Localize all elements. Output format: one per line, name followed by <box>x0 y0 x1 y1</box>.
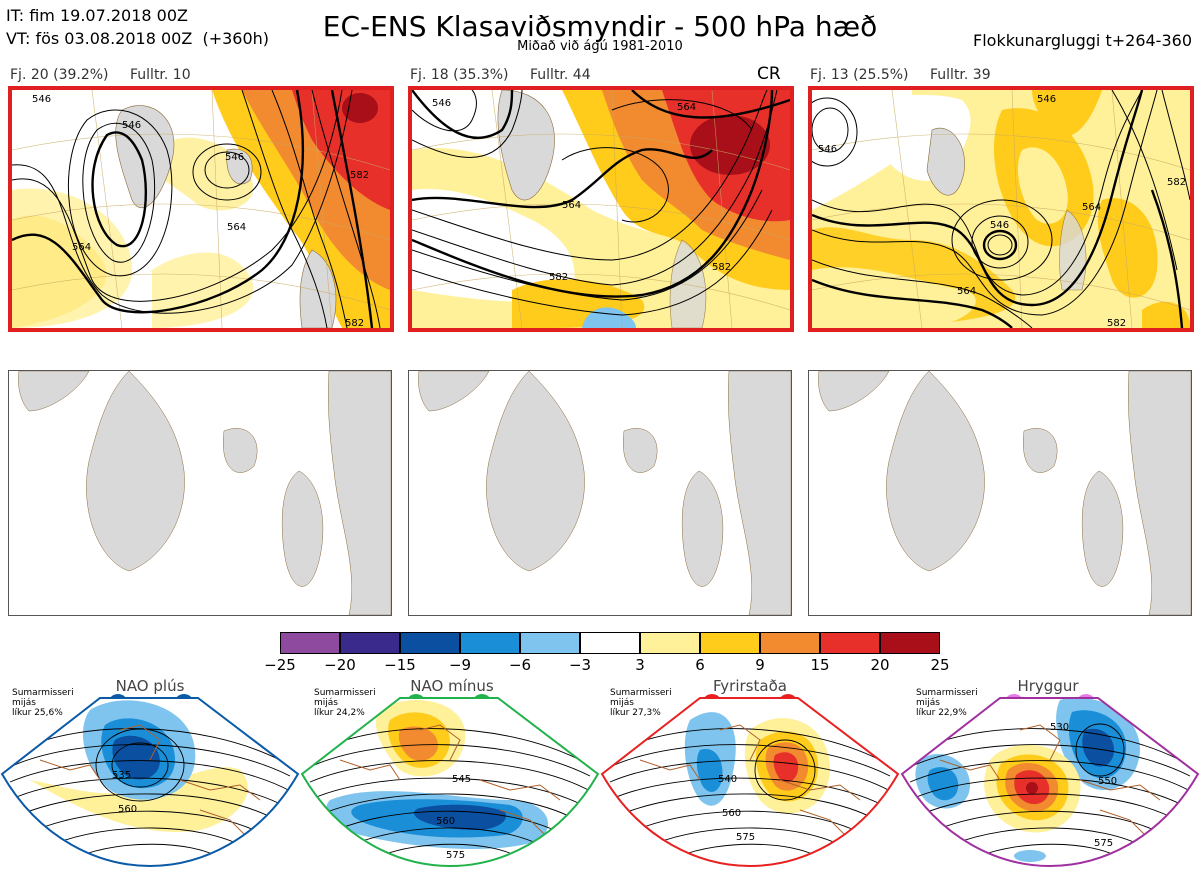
regime-3-contour-label: 575 <box>736 832 755 843</box>
regime-2-contour-label: 560 <box>436 816 455 827</box>
regime-3-name: Fyrirstaða <box>713 677 787 695</box>
regime-1-contour-label: 535 <box>112 770 131 781</box>
colorbar-tick: 25 <box>930 656 950 674</box>
cluster-3-contour-label: 564 <box>1082 202 1101 213</box>
cluster-1-contour-label: 582 <box>345 318 364 328</box>
regime-1-line: líkur 25,6% <box>12 708 63 718</box>
cluster-2-tag: CR <box>757 64 781 84</box>
colorbar-cell <box>460 632 520 654</box>
regime-4-line: Sumarmisseri <box>916 688 978 698</box>
cluster-3-contour-label: 582 <box>1107 318 1126 328</box>
colorbar-cell <box>760 632 820 654</box>
colorbar-cell <box>820 632 880 654</box>
colorbar-cell <box>340 632 400 654</box>
cluster-1-contour-label: 546 <box>122 120 141 131</box>
anomaly-map-3 <box>808 370 1192 616</box>
anomaly-map-2 <box>408 370 792 616</box>
regime-3-contour-label: 540 <box>718 774 737 785</box>
colorbar-tick: −25 <box>264 656 296 674</box>
colorbar-tick: −9 <box>448 656 472 674</box>
cluster-1-contour-label: 564 <box>72 242 91 253</box>
regime-1-text: Sumarmisseri mijás líkur 25,6% <box>12 688 74 718</box>
cluster-2-contour-label: 546 <box>432 98 451 109</box>
cluster-3-contour-label: 546 <box>990 220 1009 231</box>
regime-1-name: NAO plús <box>115 677 185 695</box>
regime-1-line: Sumarmisseri <box>12 688 74 698</box>
regime-2-line: Sumarmisseri <box>314 688 376 698</box>
colorbar-tick: 15 <box>810 656 830 674</box>
regime-4-line: líkur 22,9% <box>916 708 967 718</box>
regime-2-line: líkur 24,2% <box>314 708 365 718</box>
regime-3-line: líkur 27,3% <box>610 708 661 718</box>
regime-4-contour-label: 550 <box>1098 776 1117 787</box>
regime-2-map: 545 560 575 <box>300 697 600 868</box>
regime-4-line: mijás <box>916 698 940 708</box>
cluster-1-contour-label: 546 <box>225 152 244 163</box>
page-title: EC-ENS Klasaviðsmyndir - 500 hPa hæð <box>322 10 878 43</box>
cluster-3-contour-label: 546 <box>1037 94 1056 105</box>
regime-4-contour-label: 530 <box>1050 722 1069 733</box>
cluster-3-contour-label: 564 <box>957 286 976 297</box>
cluster-1-contour-label: 564 <box>227 222 246 233</box>
regime-3-line: mijás <box>610 698 634 708</box>
regime-3-line: Sumarmisseri <box>610 688 672 698</box>
cluster-2-label: Fj. 18 (35.3%) <box>410 67 509 83</box>
colorbar-tick: 20 <box>870 656 890 674</box>
colorbar-cell <box>880 632 940 654</box>
cluster-2-contour-label: 564 <box>562 200 581 211</box>
regime-2-name: NAO mínus <box>410 677 494 695</box>
colorbar-tick: −20 <box>324 656 356 674</box>
cluster-2-contour-label: 582 <box>549 272 568 283</box>
colorbar-cell <box>580 632 640 654</box>
regime-4-name: Hryggur <box>1017 677 1079 695</box>
regime-3-contour-label: 560 <box>722 808 741 819</box>
page-subtitle: Miðað við ágú 1981-2010 <box>517 39 683 54</box>
regime-4-contour-label: 575 <box>1094 838 1113 849</box>
regime-3-text: Sumarmisseri mijás líkur 27,3% <box>610 688 672 718</box>
cluster-1-rep: Fulltr. 10 <box>130 67 191 83</box>
cluster-1-contour-label: 546 <box>32 94 51 105</box>
colorbar-tick: 3 <box>635 656 645 674</box>
regime-4-map: 530 550 575 <box>900 697 1200 868</box>
cluster-2-map: 546 564 564 582 582 <box>408 86 794 332</box>
cluster-3-rep: Fulltr. 39 <box>930 67 991 83</box>
colorbar-tick: −6 <box>508 656 532 674</box>
cluster-1-contour-label: 582 <box>350 170 369 181</box>
colorbar-cell <box>640 632 700 654</box>
cluster-2-contour-label: 564 <box>677 102 696 113</box>
regime-4-text: Sumarmisseri mijás líkur 22,9% <box>916 688 978 718</box>
initial-time: IT: fim 19.07.2018 00Z <box>6 6 188 25</box>
cluster-2-rep: Fulltr. 44 <box>530 67 591 83</box>
regime-1-contour-label: 560 <box>118 804 137 815</box>
colorbar-tick: −3 <box>568 656 592 674</box>
anomaly-map-1 <box>8 370 392 616</box>
regime-2-contour-label: 575 <box>446 850 465 861</box>
regime-1-line: mijás <box>12 698 36 708</box>
colorbar-tick: −15 <box>384 656 416 674</box>
colorbar-tick: 6 <box>695 656 705 674</box>
regime-2-text: Sumarmisseri mijás líkur 24,2% <box>314 688 376 718</box>
colorbar-cell <box>520 632 580 654</box>
cluster-3-map: 546 546 546 564 582 564 582 <box>808 86 1194 332</box>
cluster-3-label: Fj. 13 (25.5%) <box>810 67 909 83</box>
regime-1-map: 535 560 <box>0 697 300 868</box>
cluster-1-label: Fj. 20 (39.2%) <box>10 67 109 83</box>
colorbar-cell <box>700 632 760 654</box>
colorbar-cell <box>400 632 460 654</box>
cluster-1-map: 546 546 546 564 564 582 582 <box>8 86 394 332</box>
cluster-3-contour-label: 546 <box>818 144 837 155</box>
regime-3-map: 540 560 575 <box>600 697 900 868</box>
regime-2-line: mijás <box>314 698 338 708</box>
valid-time: VT: fös 03.08.2018 00Z (+360h) <box>6 29 270 48</box>
clustering-window: Flokkunargluggi t+264-360 <box>973 31 1192 50</box>
cluster-3-contour-label: 582 <box>1167 177 1186 188</box>
regime-2-contour-label: 545 <box>452 774 471 785</box>
colorbar-cell <box>280 632 340 654</box>
colorbar-tick: 9 <box>755 656 765 674</box>
cluster-2-contour-label: 582 <box>712 262 731 273</box>
